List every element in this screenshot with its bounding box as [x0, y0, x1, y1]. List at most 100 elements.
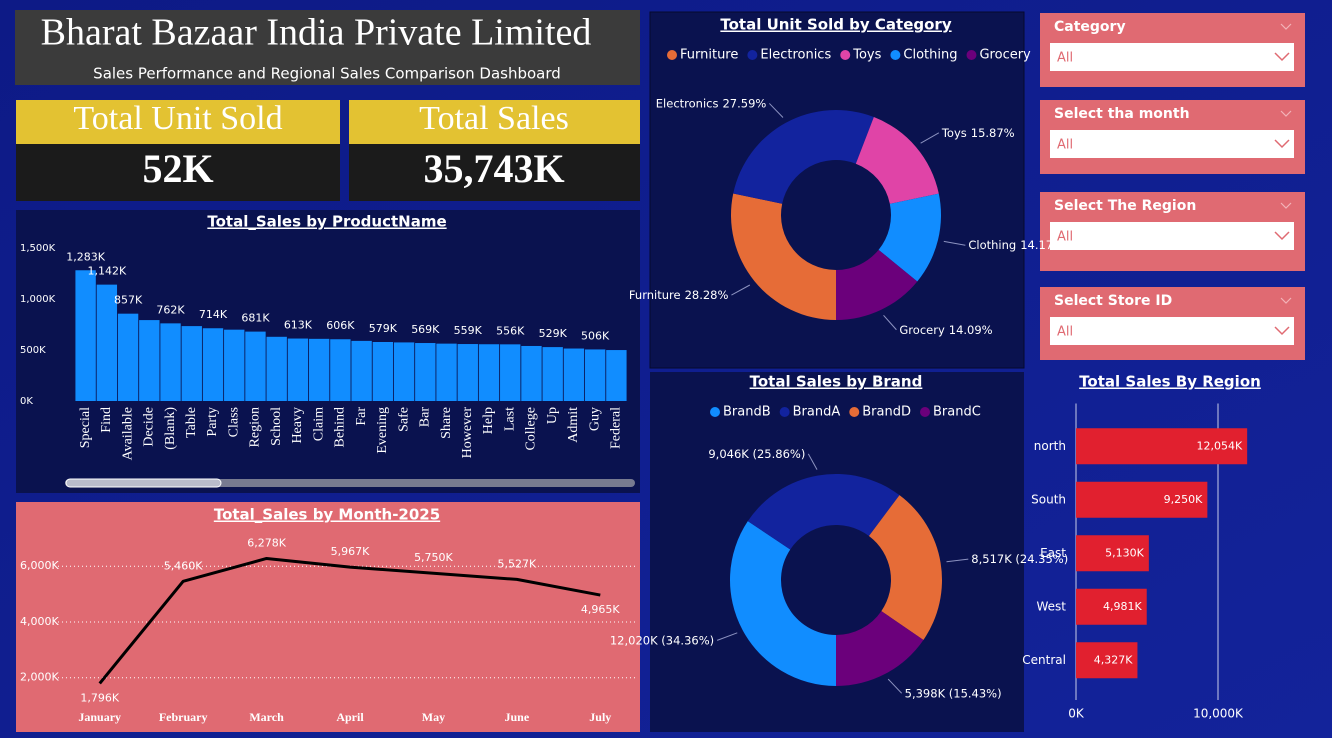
- bar: [1076, 481, 1208, 518]
- bar: [542, 347, 563, 401]
- leader-line: [946, 558, 969, 563]
- x-tick-label: Guy: [587, 407, 602, 431]
- x-tick-label: Admit: [566, 407, 581, 443]
- value-label: 529K: [539, 327, 568, 340]
- pie-slice: [836, 611, 924, 686]
- legend-swatch: [840, 50, 851, 60]
- dropdown-chevron: [1274, 231, 1290, 241]
- bar: [330, 339, 351, 401]
- y-tick-label: 0K: [20, 396, 33, 407]
- x-tick-label: March: [249, 710, 284, 724]
- filter-dropdown[interactable]: [1050, 43, 1294, 71]
- legend-label: Electronics: [760, 48, 831, 63]
- value-label: 4,327K: [1094, 653, 1133, 666]
- y-tick-label: 6,000K: [20, 559, 59, 572]
- y-tick-label: South: [1031, 492, 1066, 506]
- legend-swatch: [890, 50, 901, 60]
- x-tick-label: February: [159, 710, 208, 724]
- bar: [500, 344, 521, 401]
- slice-value: 14.09%: [949, 322, 993, 336]
- header-panel: [15, 10, 640, 85]
- filter-selection: All: [1057, 325, 1073, 340]
- slice-category: Electronics: [656, 96, 719, 110]
- kpi-header: [16, 100, 340, 144]
- x-tick-label: College: [524, 407, 539, 451]
- bar: [372, 342, 394, 401]
- x-tick-label: Safe: [396, 407, 411, 432]
- pie-slice: [868, 495, 942, 640]
- x-tick-label: Help: [481, 407, 496, 434]
- panel: [16, 502, 640, 732]
- slice-category: Toys: [941, 125, 967, 139]
- slice-category: Clothing: [968, 238, 1016, 252]
- bar: [1076, 428, 1248, 465]
- filter-icon: [1280, 297, 1292, 304]
- value-label: 857K: [114, 294, 143, 307]
- bar: [521, 345, 542, 401]
- leader-line: [887, 678, 903, 694]
- legend-label: Toys: [852, 48, 881, 63]
- value-label: 681K: [241, 312, 270, 325]
- bar: [563, 348, 585, 401]
- bar: [351, 340, 372, 401]
- value-label: 762K: [156, 303, 185, 316]
- x-tick-label: Decide: [142, 407, 157, 447]
- y-tick-label: 2,000K: [20, 671, 59, 684]
- pie-slice: [747, 473, 900, 550]
- filter-dropdown[interactable]: [1050, 317, 1294, 345]
- filter-label: Select Store ID: [1054, 293, 1172, 309]
- y-tick-label: East: [1040, 546, 1066, 560]
- chart-title: Total_Sales by Month-2025: [214, 506, 440, 524]
- x-tick-label: June: [505, 710, 530, 724]
- filter-selection: All: [1057, 51, 1073, 66]
- slice-label: 9,046K (25.86%): [708, 446, 805, 460]
- slice-label: Toys 15.87%: [941, 125, 1015, 139]
- legend-swatch: [710, 407, 720, 417]
- legend-label: BrandD: [862, 405, 911, 420]
- kpi-body: [16, 144, 340, 201]
- pie-slice: [855, 117, 939, 204]
- value-label: 6,278K: [247, 536, 286, 549]
- slice-category: Furniture: [629, 288, 681, 302]
- filter-dropdown[interactable]: [1050, 130, 1294, 158]
- pie-slice: [730, 521, 836, 686]
- x-tick-label: April: [336, 710, 364, 724]
- leader-line: [807, 453, 818, 470]
- x-tick-label: Special: [78, 407, 93, 448]
- value-label: 606K: [326, 319, 355, 332]
- y-tick-label: 1,500K: [20, 243, 56, 254]
- bar: [202, 328, 224, 401]
- bar: [245, 331, 266, 401]
- x-tick-label: 10,000K: [1193, 707, 1244, 721]
- leader-line: [920, 132, 940, 144]
- value-label: 5,967K: [331, 545, 370, 558]
- x-tick-label: Far: [354, 407, 369, 426]
- chart-title: Total Sales By Region: [1079, 373, 1261, 391]
- x-tick-label: Last: [502, 407, 517, 431]
- slice-label: Furniture 28.28%: [629, 288, 729, 302]
- y-tick-label: north: [1034, 439, 1066, 453]
- x-tick-label: Table: [184, 407, 199, 438]
- y-tick-label: West: [1036, 599, 1066, 613]
- legend-swatch: [667, 50, 677, 60]
- x-tick-label: Find: [99, 407, 114, 433]
- value-label: 714K: [199, 308, 228, 321]
- legend-swatch: [920, 407, 930, 417]
- slice-value: 9,046K (25.86%): [708, 446, 805, 460]
- filter-icon: [1280, 23, 1292, 30]
- leader-line: [768, 103, 784, 118]
- value-label: 12,054K: [1196, 439, 1242, 452]
- legend-swatch: [747, 50, 758, 60]
- bar: [117, 313, 139, 401]
- header-subtitle: Sales Performance and Regional Sales Com…: [93, 65, 561, 83]
- bar: [1076, 642, 1138, 679]
- x-tick-label: Up: [545, 407, 560, 424]
- bar: [415, 343, 436, 401]
- pie-slice: [731, 193, 836, 320]
- value-label: 556K: [496, 324, 525, 337]
- filter-dropdown[interactable]: [1050, 222, 1294, 250]
- value-label: 5,527K: [497, 557, 536, 570]
- x-tick-label: Behind: [333, 407, 348, 447]
- kpi-label: Total Unit Sold: [73, 100, 282, 137]
- scrollbar-thumb[interactable]: [65, 478, 222, 488]
